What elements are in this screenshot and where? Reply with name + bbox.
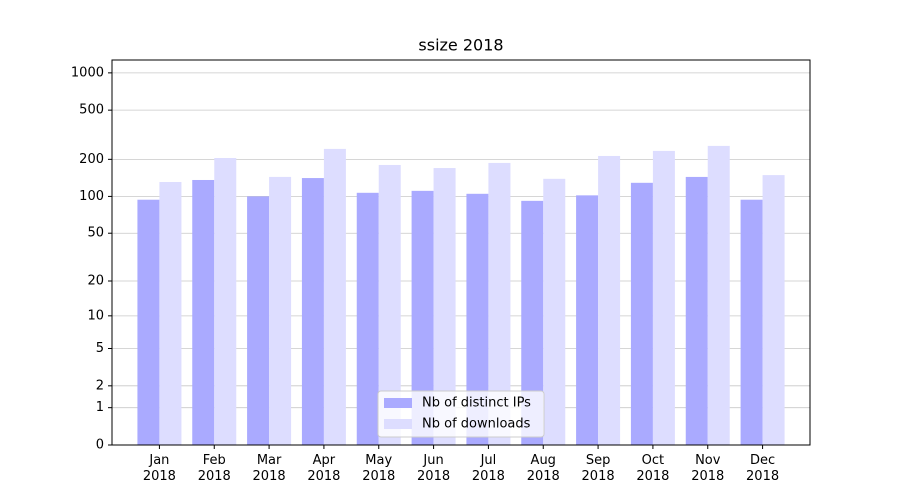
x-tick-label: Jul 2018 bbox=[471, 453, 505, 484]
x-tick-label: Jan 2018 bbox=[142, 453, 176, 484]
y-tick-label: 5 bbox=[96, 341, 104, 356]
bar bbox=[269, 176, 292, 445]
x-tick-label: Mar 2018 bbox=[252, 453, 286, 484]
legend-label: Nb of downloads bbox=[422, 417, 531, 432]
y-tick-label: 10 bbox=[87, 308, 104, 323]
y-tick-label: 1 bbox=[96, 400, 104, 415]
bar bbox=[466, 193, 489, 445]
x-tick-label: May 2018 bbox=[362, 453, 396, 484]
x-tick-label: Sep 2018 bbox=[581, 453, 615, 484]
bar bbox=[652, 150, 675, 445]
bar bbox=[411, 190, 434, 445]
bar bbox=[740, 199, 763, 445]
bar bbox=[543, 178, 566, 446]
bar bbox=[576, 195, 599, 445]
bar bbox=[137, 199, 160, 445]
bar bbox=[488, 162, 511, 445]
y-tick-label: 200 bbox=[79, 152, 104, 167]
y-tick-label: 0 bbox=[96, 438, 104, 453]
legend-box bbox=[377, 390, 545, 438]
bar bbox=[192, 179, 215, 445]
bar bbox=[214, 158, 237, 445]
bar bbox=[685, 176, 708, 445]
y-tick-label: 100 bbox=[79, 189, 104, 204]
bar bbox=[433, 168, 456, 446]
bar bbox=[159, 181, 182, 445]
y-tick-label: 50 bbox=[87, 226, 104, 241]
bar bbox=[378, 164, 401, 445]
bar bbox=[521, 200, 544, 445]
bar bbox=[598, 155, 621, 445]
bar bbox=[762, 175, 785, 445]
bar bbox=[323, 148, 346, 445]
bar bbox=[301, 178, 324, 446]
x-tick-label: Jun 2018 bbox=[417, 453, 451, 484]
bar bbox=[247, 196, 270, 445]
y-tick-label: 1000 bbox=[71, 65, 104, 80]
legend-label: Nb of distinct IPs bbox=[422, 396, 531, 411]
y-tick-label: 2 bbox=[96, 378, 104, 393]
bar bbox=[707, 145, 730, 445]
x-tick-label: Oct 2018 bbox=[636, 453, 670, 484]
bar bbox=[630, 182, 653, 445]
x-tick-label: Dec 2018 bbox=[746, 453, 780, 484]
chart-title: ssize 2018 bbox=[418, 36, 503, 55]
legend-swatch bbox=[384, 419, 412, 429]
x-tick-label: Apr 2018 bbox=[307, 453, 341, 484]
y-tick-label: 500 bbox=[79, 103, 104, 118]
bar bbox=[356, 192, 379, 445]
x-tick-label: Aug 2018 bbox=[526, 453, 560, 484]
y-tick-label: 20 bbox=[87, 274, 104, 289]
x-tick-label: Nov 2018 bbox=[691, 453, 725, 484]
plot-frame bbox=[111, 59, 811, 446]
legend-swatch bbox=[384, 398, 412, 408]
x-tick-label: Feb 2018 bbox=[197, 453, 231, 484]
